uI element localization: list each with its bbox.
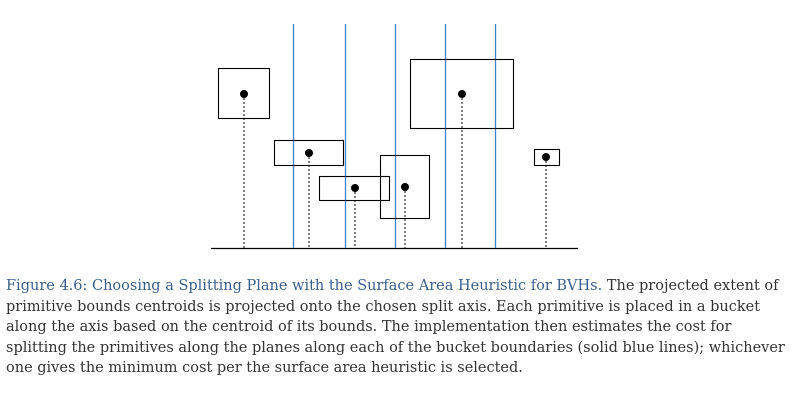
caption-title: Figure 4.6: Choosing a Splitting Plane w… [6, 278, 603, 294]
centroid-dot-5 [458, 90, 466, 98]
primitive-box-6 [533, 148, 561, 167]
primitive-box-1 [217, 67, 271, 120]
centroids [240, 90, 550, 192]
centroid-dot-3 [351, 184, 359, 192]
centroid-dot-1 [240, 90, 248, 98]
caption-body: The projected extent of primitive bounds… [6, 278, 785, 376]
centroid-dot-4 [401, 183, 409, 191]
primitive-box-5 [409, 58, 515, 130]
primitive-box-2 [273, 139, 345, 167]
centroid-dot-6 [542, 153, 550, 161]
primitive-bounds [217, 58, 561, 220]
split-planes [292, 24, 497, 248]
primitive-box-4 [379, 154, 431, 220]
centroid-projections [243, 94, 547, 248]
centroid-dot-2 [305, 149, 313, 157]
primitive-box-3 [318, 175, 391, 202]
figure-caption: Figure 4.6: Choosing a Splitting Plane w… [6, 276, 790, 379]
sah-split-diagram [211, 24, 578, 250]
